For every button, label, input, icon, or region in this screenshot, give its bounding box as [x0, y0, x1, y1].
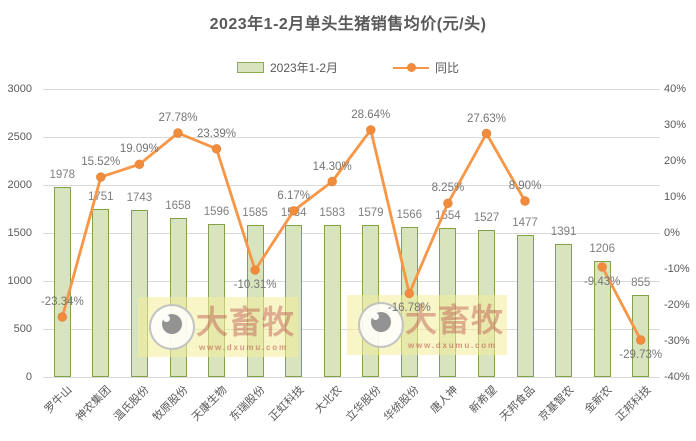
line-marker: [327, 176, 337, 187]
left-axis-tick: 2000: [7, 179, 32, 191]
line-marker: [289, 206, 299, 216]
watermark-brand-text: 大畜牧: [405, 302, 505, 338]
bar-value-label: 1579: [358, 207, 384, 220]
left-axis-tick: 2500: [7, 131, 32, 143]
yoy-value-label: -9.43%: [583, 275, 621, 288]
yoy-value-label: 15.52%: [81, 156, 121, 169]
right-axis-tick: 30%: [664, 119, 687, 131]
line-marker: [57, 312, 68, 322]
line-marker: [211, 144, 222, 154]
right-axis-tick: -20%: [664, 299, 690, 311]
bar-value-label: 1206: [589, 243, 615, 256]
watermark-logo-icon: [372, 313, 379, 320]
line-marker: [96, 172, 106, 182]
yoy-line-segment: [600, 266, 642, 341]
legend-bar-label: 2023年1-2月: [269, 61, 339, 75]
yoy-value-label: -10.31%: [233, 279, 277, 292]
bar-value-label: 1658: [165, 199, 191, 212]
right-axis-tick: -40%: [664, 371, 690, 383]
yoy-value-label: 28.64%: [351, 108, 391, 121]
right-axis-tick: 20%: [664, 155, 687, 167]
bar: [593, 261, 611, 377]
bar-value-label: 1477: [512, 217, 538, 230]
watermark-brand-text: 大畜牧: [196, 304, 296, 340]
bar-value-label: 855: [631, 276, 651, 289]
line-marker: [173, 128, 183, 138]
line-marker: [636, 335, 646, 345]
line-marker: [404, 288, 415, 299]
watermark-url: www.dxumu.com: [408, 341, 497, 350]
watermark-logo-icon: [163, 315, 170, 322]
bar-value-label: 1596: [203, 205, 230, 218]
bar: [555, 243, 573, 377]
chart-title: 2023年1-2月单头生猪销售均价(元/头): [209, 16, 487, 33]
yoy-value-label: -29.73%: [619, 349, 663, 361]
left-axis-tick: 1000: [7, 275, 32, 287]
yoy-value-label: 8.90%: [508, 180, 542, 192]
right-axis-tick: -10%: [664, 263, 690, 275]
legend-line-label: 同比: [435, 61, 460, 75]
left-axis-tick: 1500: [7, 227, 32, 239]
yoy-value-label: 27.78%: [158, 112, 198, 124]
bar: [323, 225, 341, 377]
gridline: [43, 377, 660, 378]
chart-legend: 2023年1-2月 同比: [0, 59, 696, 76]
left-axis-tick: 500: [13, 323, 32, 335]
gridline: [43, 233, 660, 234]
left-axis-tick: 3000: [7, 83, 32, 95]
bar-value-label: 1527: [473, 212, 500, 225]
bar: [53, 187, 71, 377]
line-marker: [443, 198, 453, 209]
legend-item-line-series: 同比: [393, 59, 459, 76]
watermark-url: www.dxumu.com: [199, 343, 288, 352]
right-axis-tick: 0%: [664, 227, 680, 239]
line-marker: [481, 128, 492, 139]
yoy-value-label: -16.78%: [387, 302, 431, 315]
yoy-value-label: -23.34%: [40, 296, 84, 308]
bar: [516, 235, 534, 377]
legend-item-bar-series: 2023年1-2月: [236, 59, 339, 76]
right-axis-tick: 40%: [664, 83, 687, 95]
bar-value-label: 1391: [550, 225, 577, 238]
gridline: [43, 281, 660, 282]
bar: [92, 208, 110, 377]
bar-series-swatch-icon: [236, 62, 264, 73]
line-marker: [520, 196, 530, 206]
left-axis-tick: 0: [25, 371, 32, 383]
yoy-value-label: 23.39%: [196, 127, 236, 140]
yoy-value-label: 6.17%: [277, 189, 310, 202]
line-marker: [597, 262, 607, 272]
gridline: [43, 137, 660, 138]
line-marker: [134, 159, 145, 170]
bar-value-label: 1585: [242, 206, 268, 219]
line-marker: [366, 125, 376, 135]
right-axis-tick: -30%: [664, 335, 690, 347]
right-axis-tick: 10%: [664, 191, 687, 203]
bar-value-label: 1743: [126, 191, 153, 204]
yoy-value-label: 19.09%: [119, 143, 159, 156]
yoy-value-label: 8.25%: [431, 182, 465, 195]
gridline: [43, 89, 660, 90]
yoy-value-label: 27.63%: [466, 112, 506, 125]
line-marker: [250, 265, 260, 275]
line-series-marker-icon: [393, 63, 430, 72]
bar-value-label: 1566: [396, 208, 423, 221]
gridline: [43, 185, 660, 186]
yoy-value-label: 14.30%: [312, 160, 352, 173]
bar-value-label: 1583: [319, 207, 345, 219]
bar-value-label: 1978: [49, 169, 76, 182]
